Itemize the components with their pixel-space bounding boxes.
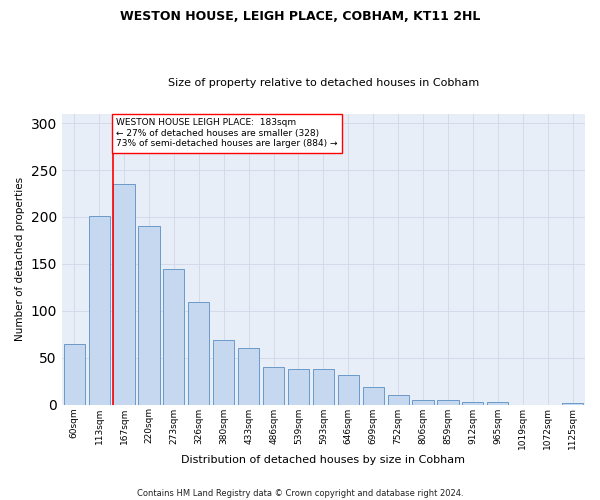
Bar — [188, 302, 209, 404]
Bar — [213, 340, 235, 404]
Bar — [64, 344, 85, 404]
Title: Size of property relative to detached houses in Cobham: Size of property relative to detached ho… — [168, 78, 479, 88]
Bar — [113, 184, 134, 404]
Bar — [313, 369, 334, 404]
Bar — [437, 400, 458, 404]
Bar — [163, 268, 184, 404]
Bar — [338, 376, 359, 404]
X-axis label: Distribution of detached houses by size in Cobham: Distribution of detached houses by size … — [181, 455, 466, 465]
Bar — [412, 400, 434, 404]
Bar — [362, 386, 384, 404]
Text: WESTON HOUSE LEIGH PLACE:  183sqm
← 27% of detached houses are smaller (328)
73%: WESTON HOUSE LEIGH PLACE: 183sqm ← 27% o… — [116, 118, 338, 148]
Bar — [238, 348, 259, 405]
Bar — [487, 402, 508, 404]
Bar — [89, 216, 110, 404]
Bar — [562, 402, 583, 404]
Bar — [139, 226, 160, 404]
Bar — [388, 395, 409, 404]
Y-axis label: Number of detached properties: Number of detached properties — [15, 177, 25, 341]
Bar — [263, 367, 284, 405]
Bar — [462, 402, 484, 404]
Text: WESTON HOUSE, LEIGH PLACE, COBHAM, KT11 2HL: WESTON HOUSE, LEIGH PLACE, COBHAM, KT11 … — [120, 10, 480, 23]
Bar — [288, 369, 309, 404]
Text: Contains HM Land Registry data © Crown copyright and database right 2024.: Contains HM Land Registry data © Crown c… — [137, 488, 463, 498]
